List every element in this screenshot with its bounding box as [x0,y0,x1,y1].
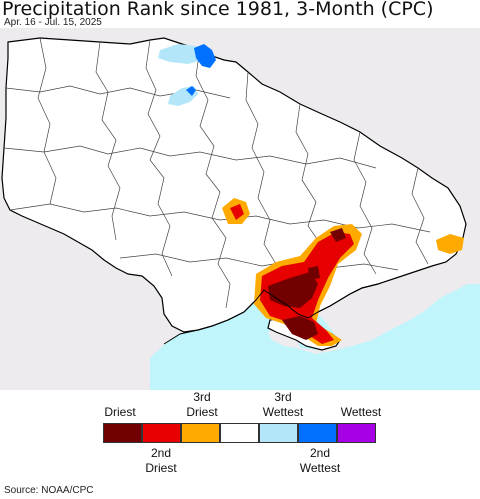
coastline [163,283,379,345]
legend-label-3rd-driest: 3rd Driest [186,390,218,419]
legend-swatch-2nd-wettest [298,423,337,443]
map-title: Precipitation Rank since 1981, 3-Month (… [2,0,434,20]
wet-anomalies [158,44,216,106]
dry-anomalies [222,198,464,346]
legend-label-3rd-wettest: 3rd Wettest [262,390,304,419]
legend-label-2nd-wettest: 2nd Wettest [299,446,341,475]
third-driest-area-east [436,234,464,254]
map-subtitle: Apr. 16 - Jul. 15, 2025 [4,17,102,28]
driest-spot-east [330,228,346,242]
legend-swatch-neutral [220,423,259,443]
legend-swatch-3rd-driest [181,423,220,443]
legend-swatch-3rd-wettest [259,423,298,443]
driest-area-crimea [282,316,318,340]
legend: Driest 3rd Driest 3rd Wettest Wettest 2n… [0,390,480,482]
legend-swatch-2nd-driest [142,423,181,443]
driest-area-south [268,272,318,308]
legend-swatch-wettest [337,423,376,443]
legend-swatch-driest [103,423,142,443]
second-wettest-spot [186,86,196,96]
third-wettest-area [158,44,206,64]
legend-label-2nd-driest: 2nd Driest [145,446,177,475]
source-credit: Source: NOAA/CPC [4,485,94,496]
legend-label-wettest: Wettest [340,405,382,419]
precipitation-map [0,28,480,390]
oblast-borders [3,37,431,309]
second-driest-area-central [230,204,244,220]
legend-label-driest: Driest [104,405,136,419]
driest-spot-south [308,266,320,280]
second-wettest-area [194,44,216,68]
